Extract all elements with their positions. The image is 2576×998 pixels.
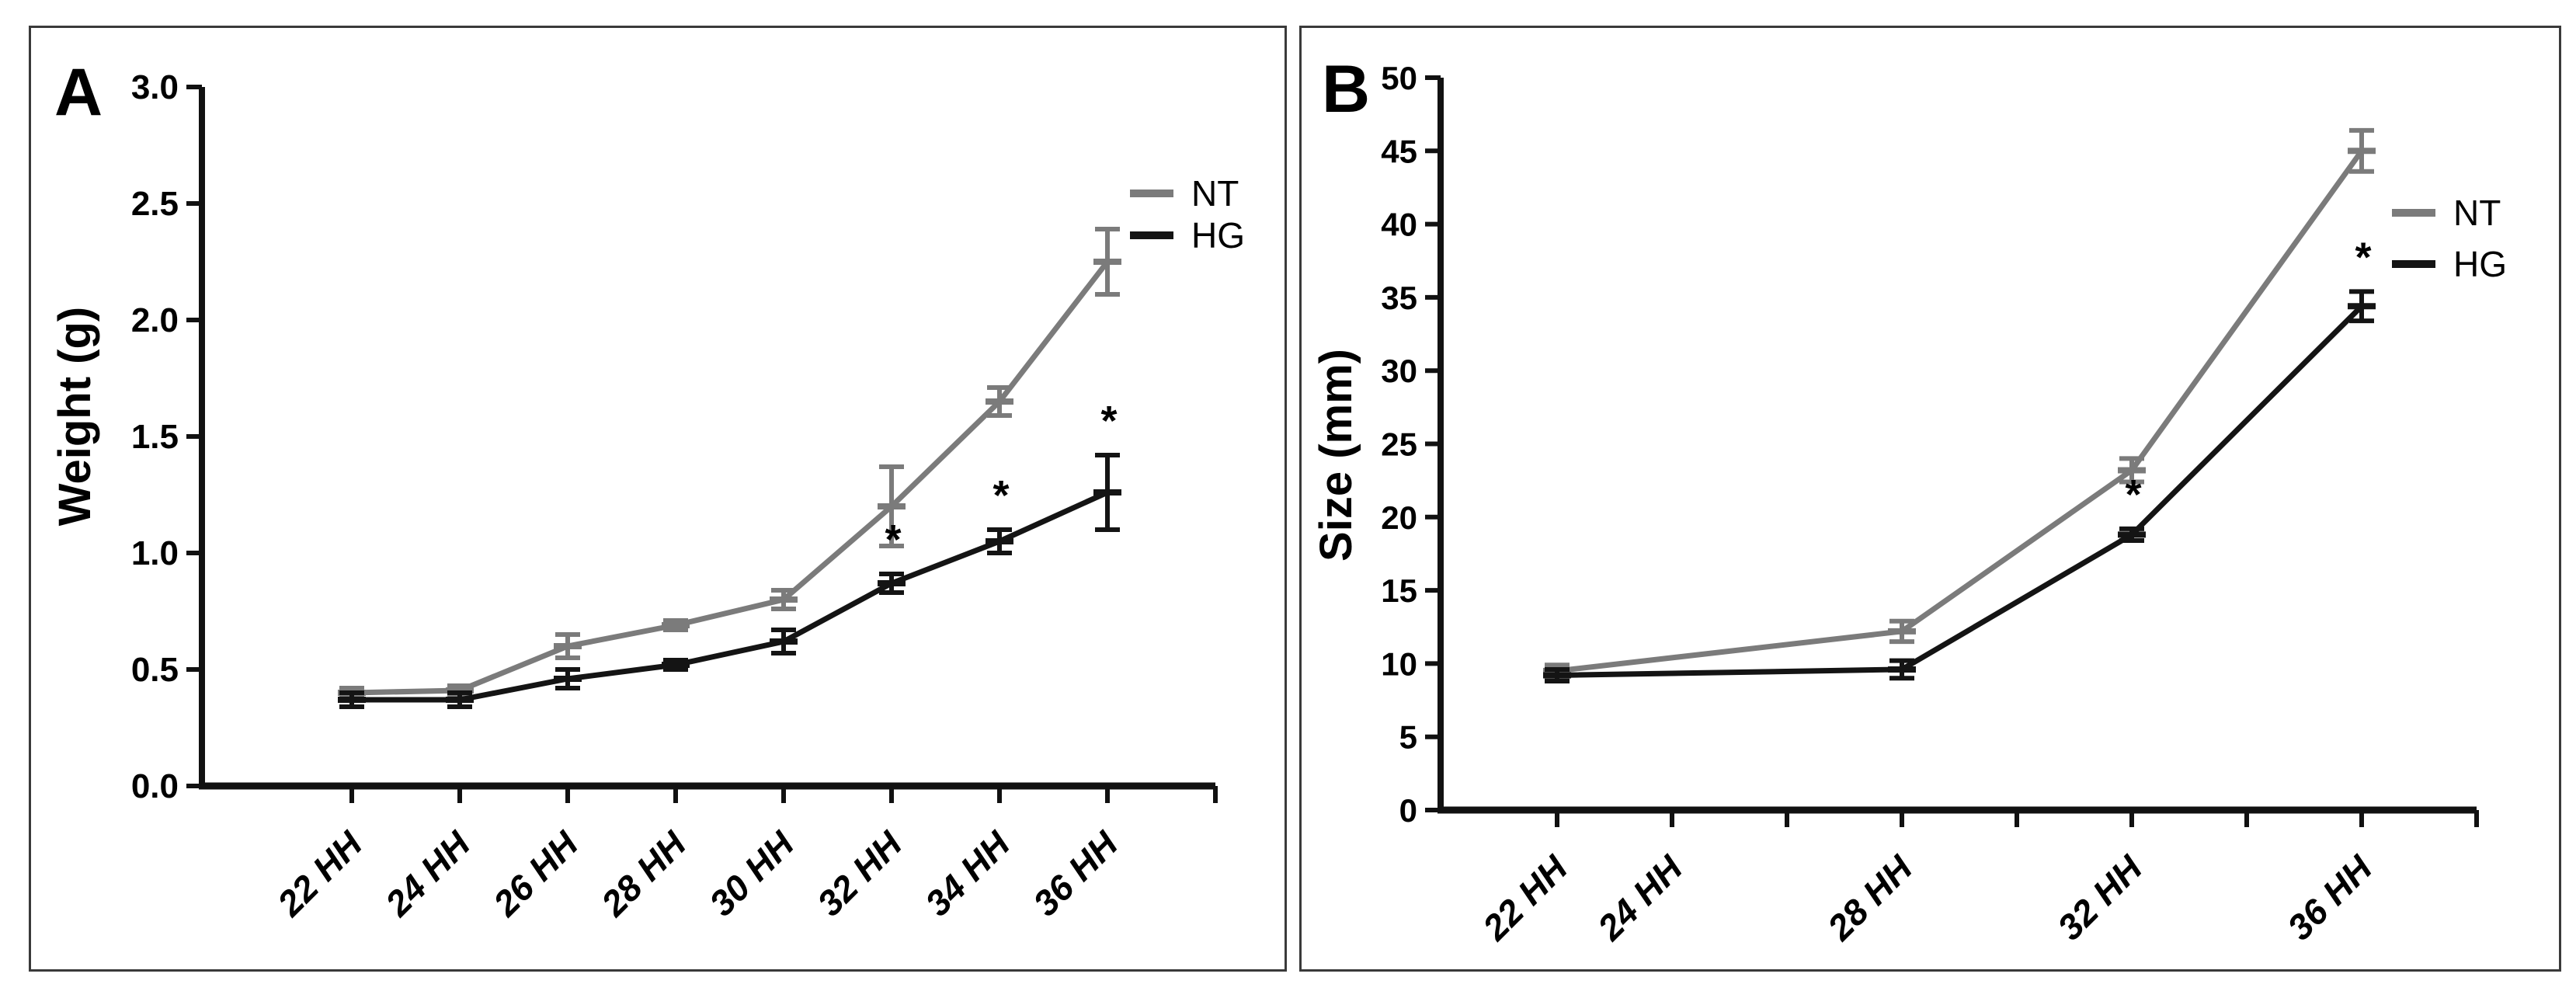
series-line-hg [1556, 304, 2364, 678]
x-tick-label: 28 HH [593, 823, 694, 924]
panel-b-chart: B Size (mm) 0 5 10 15 20 25 30 35 40 45 50 22 HH 24 HH… [1311, 52, 2507, 948]
significance-asterisk: * [885, 516, 901, 563]
x-tick-label: 22 HH [269, 823, 370, 924]
y-tick-label: 25 [1381, 426, 1417, 463]
series-line-nt [1556, 149, 2364, 674]
x-tick-label: 34 HH [917, 823, 1018, 924]
x-tick-label: 26 HH [485, 823, 586, 924]
y-tick-label: 3.0 [131, 68, 179, 106]
panel-a: A Weight (g) 0.0 0.5 1.0 1.5 2.0 2.5 3.0 22 HH 24 … [29, 26, 1287, 972]
x-tick-label: 36 HH [1025, 823, 1126, 924]
y-tick-label: 40 [1381, 207, 1417, 243]
y-tick-label: 35 [1381, 280, 1417, 316]
y-tick-label: 0.5 [131, 651, 179, 689]
significance-asterisk: * [2355, 234, 2371, 280]
panel-letter: A [54, 55, 103, 130]
y-tick-label: 5 [1399, 719, 1417, 756]
x-tick-label: 22 HH [1474, 847, 1575, 948]
y-tick-label: 1.5 [131, 418, 179, 456]
y-tick-label: 2.0 [131, 301, 179, 339]
series-line-nt [351, 259, 1110, 696]
y-tick-label: 15 [1381, 572, 1417, 609]
y-tick-label: 20 [1381, 499, 1417, 536]
y-tick-label: 0 [1399, 792, 1417, 829]
x-tick-label: 30 HH [701, 823, 802, 924]
significance-asterisk: * [1100, 398, 1117, 444]
x-tick-label: 32 HH [2049, 847, 2150, 948]
x-tick-label: 36 HH [2279, 847, 2380, 948]
x-tick-label: 28 HH [1819, 847, 1920, 948]
panel-letter: B [1322, 52, 1370, 127]
panel-b: B Size (mm) 0 5 10 15 20 25 30 35 40 45 50 22 HH 24 HH… [1299, 26, 2561, 972]
y-tick-label: 2.5 [131, 185, 179, 223]
significance-asterisk: * [993, 472, 1009, 519]
y-tick-label: 0.0 [131, 767, 179, 805]
y-axis-title: Weight (g) [50, 307, 100, 526]
x-tick-label: 24 HH [1589, 847, 1690, 948]
y-tick-label: 50 [1381, 60, 1417, 96]
y-tick-label: 1.0 [131, 534, 179, 572]
legend-label-hg: HG [1191, 215, 1245, 256]
y-axis-title: Size (mm) [1311, 349, 1361, 562]
x-tick-label: 32 HH [809, 823, 910, 924]
series-line-hg [352, 489, 1109, 703]
y-tick-label: 10 [1381, 645, 1417, 682]
legend-label-nt: NT [1191, 173, 1239, 214]
significance-asterisk: * [2125, 471, 2141, 518]
y-tick-label: 30 [1381, 353, 1417, 389]
x-tick-label: 24 HH [377, 823, 478, 924]
panel-a-chart: A Weight (g) 0.0 0.5 1.0 1.5 2.0 2.5 3.0 22 HH 24 … [50, 55, 1245, 924]
y-tick-label: 45 [1381, 133, 1417, 169]
legend-label-nt: NT [2453, 193, 2501, 233]
legend-label-hg: HG [2453, 244, 2507, 284]
